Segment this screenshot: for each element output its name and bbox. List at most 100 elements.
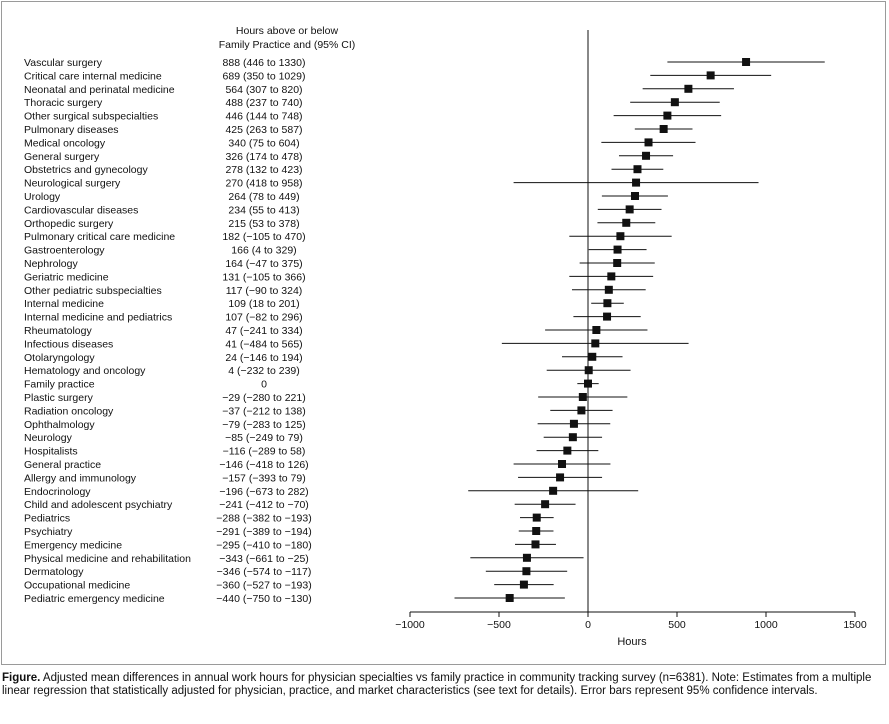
row-value: −291 (−389 to −194) (216, 526, 311, 538)
row-value: −295 (−410 to −180) (216, 539, 311, 551)
row-label: Obstetrics and gynecology (24, 164, 148, 176)
estimate-marker (505, 594, 514, 602)
forest-row: Pediatric emergency medicine −440 (−750 t… (24, 593, 565, 605)
row-label: Pulmonary critical care medicine (24, 231, 175, 243)
row-value: 264 (78 to 449) (228, 191, 299, 203)
row-label: Hematology and oncology (24, 365, 146, 377)
row-label: Critical care internal medicine (24, 70, 162, 82)
row-value: 278 (132 to 423) (225, 164, 302, 176)
row-value: −37 (−212 to 138) (222, 405, 305, 417)
estimate-marker (642, 151, 651, 160)
row-label: Physical medicine and rehabilitation (24, 553, 191, 565)
estimate-marker (532, 527, 541, 535)
estimate-marker (644, 138, 653, 147)
forest-row: Neurology −85 (−249 to 79) (24, 432, 603, 444)
row-value: −241 (−412 to −70) (219, 499, 309, 511)
row-value: 340 (75 to 604) (228, 137, 299, 149)
estimate-marker (549, 486, 558, 495)
row-label: Otolaryngology (24, 352, 95, 364)
estimate-marker (556, 473, 565, 482)
estimate-marker (588, 352, 597, 361)
forest-plot: Hours above or below Family Practice and… (24, 25, 867, 648)
forest-row: Thoracic surgery 488 (237 to 740) (24, 97, 720, 109)
forest-row: Physical medicine and rehabilitation −343… (24, 553, 584, 565)
row-label: Child and adolescent psychiatry (24, 499, 173, 511)
forest-row: Internal medicine 109 (18 to 201) (24, 298, 624, 310)
row-value: 564 (307 to 820) (225, 84, 302, 96)
x-axis-title: Hours (617, 636, 647, 648)
estimate-marker (522, 553, 531, 562)
row-value: 109 (18 to 201) (228, 298, 299, 310)
estimate-marker (541, 500, 550, 509)
x-tick-label: 1500 (843, 619, 867, 631)
x-tick-label: 1000 (754, 619, 778, 631)
estimate-marker (632, 178, 641, 187)
row-value: −146 (−418 to 126) (219, 459, 308, 471)
row-label: Other surgical subspecialties (24, 111, 158, 123)
estimate-marker (670, 98, 679, 107)
forest-row: Infectious diseases 41 (−484 to 565) (24, 338, 689, 350)
estimate-marker (591, 339, 600, 348)
estimate-marker (578, 393, 587, 401)
estimate-marker (613, 259, 622, 267)
row-value: 166 (4 to 329) (231, 245, 296, 257)
row-value: 888 (446 to 1330) (223, 57, 306, 69)
forest-row: Family practice 0 (24, 379, 599, 391)
estimate-marker (684, 84, 693, 93)
figure-caption: Figure. Adjusted mean differences in ann… (2, 672, 886, 698)
figure-frame: Hours above or below Family Practice and… (1, 1, 886, 665)
row-label: Gastroenterology (24, 245, 105, 257)
row-value: −346 (−574 to −117) (217, 566, 312, 578)
forest-row: Neurological surgery 270 (418 to 958) (24, 178, 759, 190)
estimate-marker (522, 567, 531, 576)
estimate-marker (633, 165, 642, 174)
row-label: Ophthalmology (24, 419, 95, 431)
estimate-marker (519, 580, 528, 589)
estimate-marker (706, 71, 715, 80)
row-value: 446 (144 to 748) (225, 111, 302, 123)
row-value: −196 (−673 to 282) (219, 486, 308, 498)
row-value: −360 (−527 to −193) (216, 580, 311, 592)
x-tick-label: −1000 (395, 619, 425, 631)
row-value: 41 (−484 to 565) (225, 338, 302, 350)
x-tick-label: 500 (668, 619, 686, 631)
estimate-marker (603, 299, 612, 308)
row-label: Internal medicine (24, 298, 104, 310)
row-value: 24 (−146 to 194) (225, 352, 302, 364)
row-label: Emergency medicine (24, 539, 122, 551)
row-label: Cardiovascular diseases (24, 204, 138, 216)
forest-row: Orthopedic surgery 215 (53 to 378) (24, 218, 656, 230)
estimate-marker (568, 433, 577, 442)
row-label: Geriatric medicine (24, 271, 109, 283)
forest-row: Hospitalists −116 (−289 to 58) (24, 446, 599, 458)
row-value: −343 (−661 to −25) (219, 553, 309, 565)
caption-lead: Figure. (2, 672, 41, 684)
forest-row: Rheumatology 47 (−241 to 334) (24, 325, 648, 337)
forest-row: Emergency medicine −295 (−410 to −180) (24, 539, 556, 551)
row-value: −79 (−283 to 125) (222, 419, 305, 431)
estimate-marker (532, 513, 541, 522)
forest-row: Urology 264 (78 to 449) (24, 191, 668, 203)
row-label: Endocrinology (24, 486, 91, 498)
forest-row: Other surgical subspecialties 446 (144 to… (24, 111, 722, 123)
row-value: −29 (−280 to 221) (222, 392, 305, 404)
forest-row: Pulmonary diseases 425 (263 to 587) (24, 124, 693, 136)
row-value: 182 (−105 to 470) (222, 231, 305, 243)
estimate-marker (622, 218, 631, 227)
row-value: −116 (−289 to 58) (223, 446, 306, 458)
row-label: Psychiatry (24, 526, 73, 538)
row-label: Allergy and immunology (24, 472, 137, 484)
forest-row: Ophthalmology −79 (−283 to 125) (24, 419, 611, 431)
row-value: 215 (53 to 378) (228, 218, 299, 230)
row-value: 117 (−90 to 324) (226, 285, 303, 297)
forest-row: General practice −146 (−418 to 126) (24, 459, 611, 471)
estimate-marker (607, 272, 616, 281)
caption-text: Adjusted mean differences in annual work… (2, 672, 872, 697)
estimate-marker (663, 111, 672, 120)
row-value: −440 (−750 to −130) (216, 593, 311, 605)
column-header-line2: Family Practice and (95% CI) (219, 39, 356, 51)
estimate-marker (563, 446, 572, 455)
forest-row: Geriatric medicine 131 (−105 to 366) (24, 271, 654, 283)
estimate-marker (630, 192, 639, 200)
forest-row: Psychiatry −291 (−389 to −194) (24, 526, 554, 538)
